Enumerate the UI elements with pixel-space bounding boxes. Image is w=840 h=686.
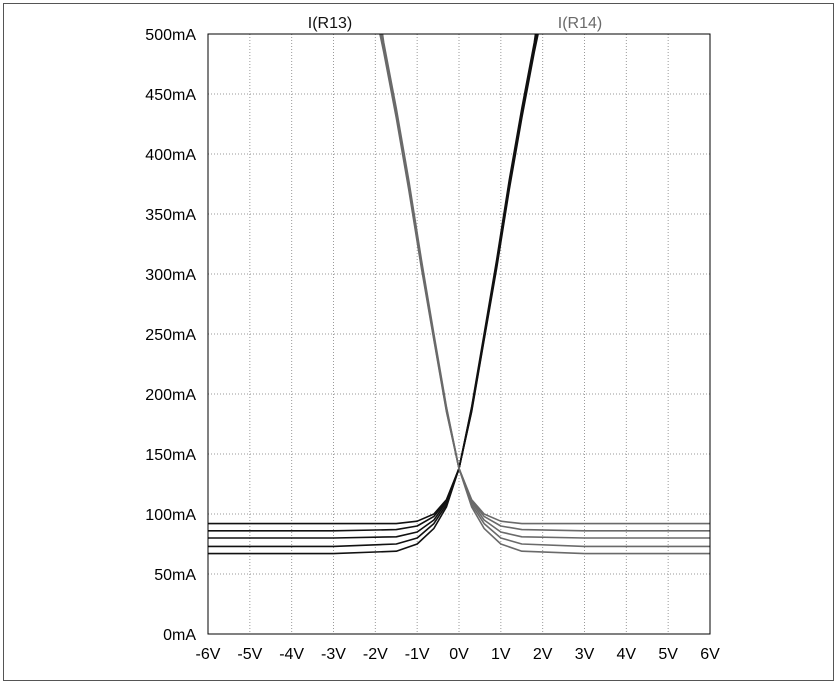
y-tick-label: 0mA (163, 627, 196, 644)
x-tick-label: 4V (617, 646, 637, 663)
y-tick-label: 450mA (145, 87, 196, 104)
y-tick-label: 500mA (145, 27, 196, 44)
x-tick-label: -4V (279, 646, 304, 663)
legend-label-r14: I(R14) (558, 15, 602, 32)
y-tick-label: 300mA (145, 267, 196, 284)
x-tick-label: -3V (321, 646, 346, 663)
series-line-ir14-3 (381, 34, 710, 548)
x-tick-label: 1V (491, 646, 511, 663)
series-line-ir14-0 (379, 34, 710, 525)
y-tick-label: 200mA (145, 387, 196, 404)
legend-label-r13: I(R13) (308, 15, 352, 32)
x-tick-label: 0V (449, 646, 469, 663)
x-tick-label: 3V (575, 646, 595, 663)
x-tick-label: -5V (237, 646, 262, 663)
x-tick-label: -1V (405, 646, 430, 663)
x-tick-label: 5V (658, 646, 678, 663)
y-axis: 0mA 50mA 100mA 150mA 200mA 250mA 300mA 350mA 400… (145, 27, 196, 644)
plot-area-border (207, 33, 711, 635)
chart-frame (3, 3, 834, 681)
x-tick-label: -2V (363, 646, 388, 663)
y-tick-label: 350mA (145, 207, 196, 224)
series-line-ir13-0 (208, 34, 539, 525)
series-line-ir13-2 (208, 34, 538, 539)
x-tick-label: 2V (533, 646, 553, 663)
y-tick-label: 100mA (145, 507, 196, 524)
y-tick-label: 400mA (145, 147, 196, 164)
y-tick-label: 150mA (145, 447, 196, 464)
y-tick-label: 250mA (145, 327, 196, 344)
y-tick-label: 50mA (154, 567, 196, 584)
x-tick-label: -6V (196, 646, 221, 663)
series-line-ir13-3 (208, 34, 537, 548)
series-layer (208, 34, 710, 555)
series-line-ir13-4 (208, 34, 537, 555)
x-tick-label: 6V (700, 646, 720, 663)
series-line-ir14-2 (380, 34, 710, 539)
series-line-ir14-4 (381, 34, 710, 555)
grid (208, 34, 710, 634)
x-axis: -6V -5V -4V -3V -2V -1V 0V 1V 2V 3V 4V 5V 6V (196, 646, 721, 663)
